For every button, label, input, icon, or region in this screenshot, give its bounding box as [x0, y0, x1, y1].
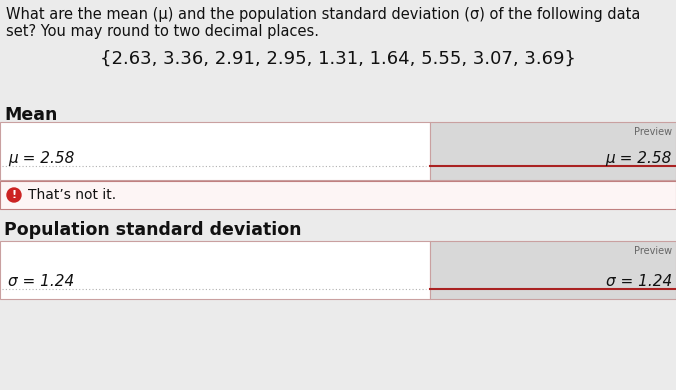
Text: μ = 2.58: μ = 2.58 — [606, 151, 672, 165]
Text: σ = 1.24: σ = 1.24 — [8, 273, 74, 289]
Text: μ = 2.58: μ = 2.58 — [8, 151, 74, 165]
Text: Mean: Mean — [4, 106, 57, 124]
Text: !: ! — [11, 190, 17, 200]
Text: Preview: Preview — [634, 246, 672, 256]
FancyBboxPatch shape — [0, 122, 430, 180]
Text: Preview: Preview — [634, 127, 672, 137]
Text: set? You may round to two decimal places.: set? You may round to two decimal places… — [6, 24, 319, 39]
Text: That’s not it.: That’s not it. — [28, 188, 116, 202]
FancyBboxPatch shape — [0, 241, 430, 299]
Text: {2.63, 3.36, 2.91, 2.95, 1.31, 1.64, 5.55, 3.07, 3.69}: {2.63, 3.36, 2.91, 2.95, 1.31, 1.64, 5.5… — [100, 50, 576, 68]
Text: Population standard deviation: Population standard deviation — [4, 221, 301, 239]
Text: σ = 1.24: σ = 1.24 — [606, 273, 672, 289]
Text: What are the mean (μ) and the population standard deviation (σ) of the following: What are the mean (μ) and the population… — [6, 7, 640, 22]
Circle shape — [7, 188, 21, 202]
FancyBboxPatch shape — [0, 181, 676, 209]
FancyBboxPatch shape — [430, 241, 676, 299]
FancyBboxPatch shape — [430, 122, 676, 180]
